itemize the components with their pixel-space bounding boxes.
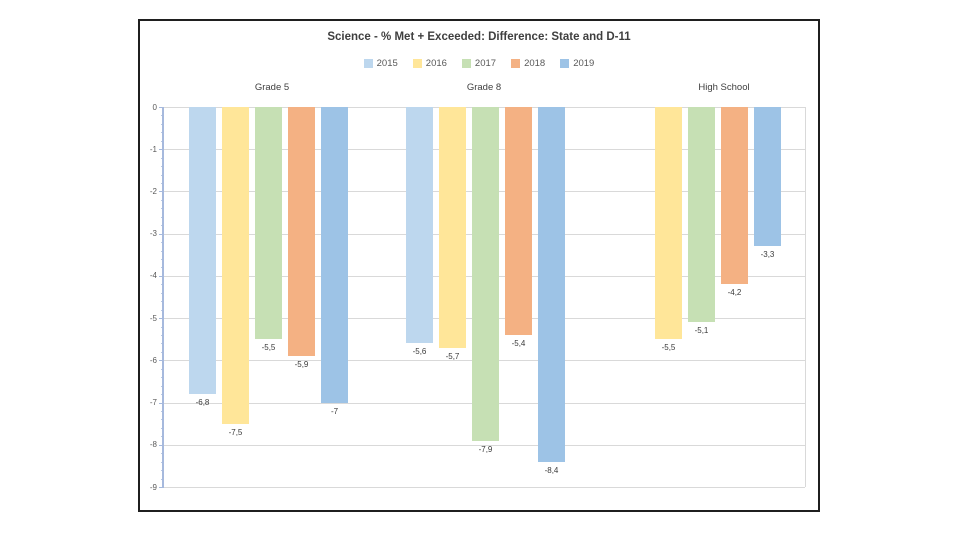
data-label: -7,5 xyxy=(228,427,243,437)
legend-swatch-icon xyxy=(412,59,422,68)
legend-swatch-icon xyxy=(511,59,521,68)
bar-2019-high-school[interactable] xyxy=(754,107,781,247)
data-label: -5,5 xyxy=(661,343,676,353)
legend-label: 2016 xyxy=(425,58,447,69)
y-axis-tick-label: 0 xyxy=(152,102,157,112)
gridline xyxy=(163,444,805,446)
bar-2017-grade-5[interactable] xyxy=(255,107,282,340)
y-axis-major-tick xyxy=(159,318,164,320)
data-label: -5,4 xyxy=(511,339,526,348)
gridline xyxy=(163,487,805,488)
legend-item-2016[interactable]: 2016 xyxy=(412,58,447,69)
y-axis-tick-label: -4 xyxy=(149,271,157,281)
bar-2015-grade-5[interactable] xyxy=(189,107,216,395)
data-label: -5,9 xyxy=(294,360,309,370)
y-axis-major-tick xyxy=(159,360,164,362)
data-label: -5,7 xyxy=(445,351,460,361)
y-axis-tick-label: -1 xyxy=(149,144,157,154)
legend-label: 2015 xyxy=(376,58,398,69)
y-axis-major-tick xyxy=(159,107,164,108)
bar-2017-high-school[interactable] xyxy=(688,107,715,323)
legend-swatch-icon xyxy=(560,59,570,68)
bar-2018-high-school[interactable] xyxy=(721,107,748,285)
bar-2017-grade-8[interactable] xyxy=(472,107,499,441)
data-label: -4,2 xyxy=(727,288,742,298)
y-axis-tick-label: -3 xyxy=(149,229,157,239)
legend-item-2018[interactable]: 2018 xyxy=(511,58,545,69)
y-axis-major-tick xyxy=(159,149,164,151)
legend-swatch-icon xyxy=(461,59,471,68)
category-label-grade-8: Grade 8 xyxy=(466,82,502,93)
y-axis-line xyxy=(162,107,164,488)
data-label: -5,6 xyxy=(412,347,427,357)
plot-right-border xyxy=(805,107,806,487)
data-label: -7 xyxy=(330,406,339,416)
y-axis-major-tick xyxy=(159,402,164,404)
bar-2016-high-school[interactable] xyxy=(655,107,682,340)
legend-swatch-icon xyxy=(363,59,373,68)
legend-item-2015[interactable]: 2015 xyxy=(363,58,398,69)
chart-title: Science - % Met + Exceeded: Difference: … xyxy=(327,31,631,43)
bar-2016-grade-5[interactable] xyxy=(222,107,249,424)
bar-2019-grade-5[interactable] xyxy=(321,107,348,403)
bar-2018-grade-8[interactable] xyxy=(505,107,532,335)
y-axis-major-tick xyxy=(159,275,164,277)
data-label: -6,8 xyxy=(195,398,210,408)
y-axis-major-tick xyxy=(159,487,164,488)
y-axis-tick-label: -7 xyxy=(149,398,157,408)
y-axis-tick-label: -2 xyxy=(149,186,157,196)
legend-label: 2017 xyxy=(474,58,497,69)
y-axis-tick-label: -5 xyxy=(149,313,157,323)
data-label: -8,4 xyxy=(544,465,559,475)
category-label-high-school: High School xyxy=(698,82,750,93)
legend-item-2017[interactable]: 2017 xyxy=(461,58,497,69)
data-label: -7,9 xyxy=(478,444,493,454)
bar-2016-grade-8[interactable] xyxy=(439,107,466,348)
y-axis-tick-label: -8 xyxy=(149,440,157,450)
data-label: -5,1 xyxy=(694,326,709,336)
y-axis-major-tick xyxy=(159,191,164,193)
data-label: -3,3 xyxy=(760,250,775,260)
bar-2018-grade-5[interactable] xyxy=(288,107,315,357)
bar-2015-grade-8[interactable] xyxy=(406,107,433,344)
legend-label: 2018 xyxy=(524,58,546,69)
y-axis-major-tick xyxy=(159,233,164,235)
chart[interactable]: Science - % Met + Exceeded: Difference: … xyxy=(138,19,820,512)
y-axis-tick-label: -6 xyxy=(149,355,157,365)
chart-legend: 2015 2016 2017 2018 2019 xyxy=(138,58,820,69)
bar-2019-grade-8[interactable] xyxy=(538,107,565,462)
y-axis-major-tick xyxy=(159,444,164,446)
category-label-grade-5: Grade 5 xyxy=(254,82,290,93)
legend-item-2019[interactable]: 2019 xyxy=(560,58,594,69)
legend-label: 2019 xyxy=(573,58,595,69)
data-label: -5,5 xyxy=(261,343,276,353)
y-axis-tick-label: -9 xyxy=(149,482,157,492)
